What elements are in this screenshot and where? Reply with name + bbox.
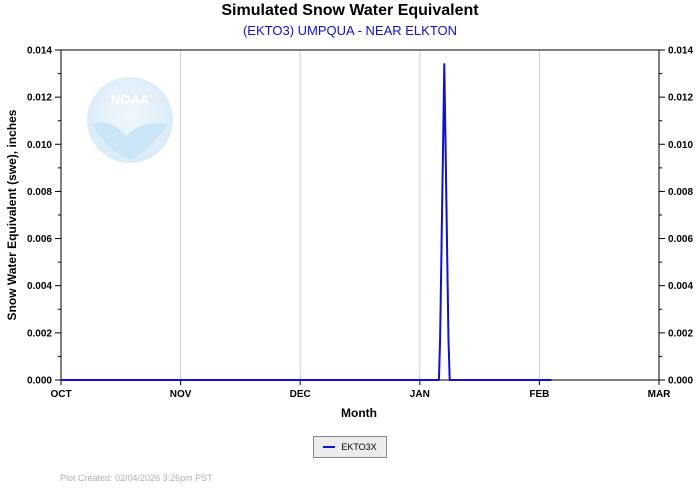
chart-title: Simulated Snow Water Equivalent [221, 2, 479, 19]
y-tick-label-right: 0.002 [668, 328, 693, 339]
y-tick-label-left: 0.004 [27, 281, 52, 292]
y-axis-label: Snow Water Equivalent (swe), inches [5, 109, 19, 320]
legend-label: EKTO3X [341, 442, 377, 452]
y-tick-label-right: 0.010 [668, 140, 693, 151]
y-tick-label-right: 0.014 [668, 46, 693, 57]
x-tick-label: NOV [170, 389, 192, 400]
x-tick-label: DEC [290, 389, 311, 400]
x-tick-label: MAR [648, 389, 672, 400]
y-tick-label-right: 0.000 [668, 376, 693, 387]
legend-swatch [323, 446, 336, 448]
data-point [442, 103, 445, 106]
y-tick-label-left: 0.000 [27, 376, 52, 387]
legend: EKTO3X [313, 436, 387, 458]
plot-created-note: Plot Created: 02/04/2026 3:26pm PST [60, 473, 213, 483]
data-point [440, 261, 443, 263]
y-tick-label-left: 0.010 [27, 140, 52, 151]
y-tick-label-left: 0.002 [27, 328, 52, 339]
y-tick-label-left: 0.012 [27, 93, 52, 104]
y-tick-label-left: 0.008 [27, 187, 52, 198]
data-point [443, 63, 446, 65]
x-tick-label: JAN [410, 389, 430, 400]
y-tick-label-left: 0.014 [27, 46, 52, 57]
y-tick-label-right: 0.006 [668, 234, 693, 245]
y-tick-label-right: 0.012 [668, 93, 693, 104]
x-axis-label: Month [341, 406, 377, 420]
x-tick-label: FEB [529, 389, 549, 400]
data-point [439, 339, 441, 341]
data-point [60, 379, 62, 381]
data-point [550, 379, 553, 381]
y-tick-label-right: 0.008 [668, 187, 693, 198]
data-point [441, 181, 444, 183]
data-point [446, 261, 449, 263]
y-tick-label-left: 0.006 [27, 234, 52, 245]
data-point [445, 181, 447, 183]
data-point [447, 339, 450, 341]
chart-subtitle: (EKTO3) UMPQUA - NEAR ELKTON [242, 23, 458, 38]
x-tick-label: OCT [50, 389, 71, 400]
noaa-logo-icon: NOAA [87, 77, 173, 163]
y-tick-label-right: 0.004 [668, 281, 693, 292]
data-point [438, 379, 440, 381]
data-point [444, 103, 446, 106]
data-point [448, 379, 451, 381]
noaa-logo-text: NOAA [111, 92, 150, 107]
